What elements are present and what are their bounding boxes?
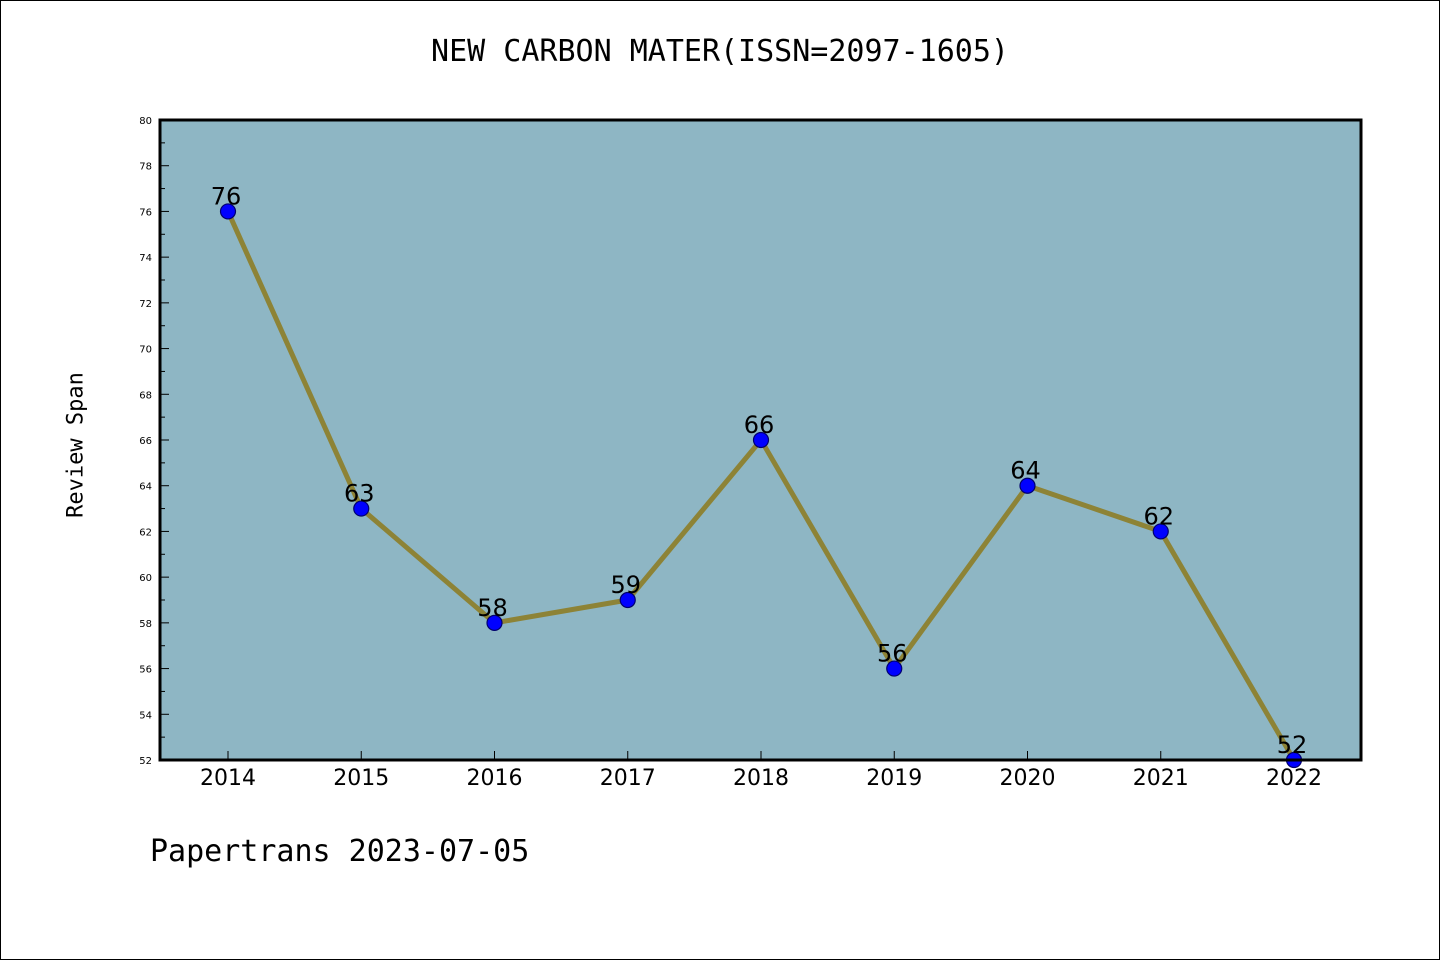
y-tick-label: 54 xyxy=(139,710,152,721)
plot-border xyxy=(158,118,1363,762)
data-point xyxy=(886,660,903,677)
y-tick-label: 78 xyxy=(139,162,152,173)
x-axis: 2014 2015 2016 2017 2018 2019 2020 2021 2022 xyxy=(200,751,1322,791)
data-label: 63 xyxy=(344,480,375,508)
data-point xyxy=(486,614,503,631)
data-point xyxy=(1019,477,1036,494)
x-tick-label: 2014 xyxy=(200,766,256,791)
data-label: 56 xyxy=(877,640,908,668)
data-point xyxy=(353,500,370,517)
data-point xyxy=(752,431,770,449)
x-tick-label: 2018 xyxy=(733,766,789,791)
y-tick-label: 60 xyxy=(139,573,152,584)
y-tick-label: 70 xyxy=(139,345,152,356)
y-tick-label: 72 xyxy=(139,299,152,310)
y-tick-label: 56 xyxy=(139,665,152,676)
data-label: 52 xyxy=(1277,731,1308,759)
y-tick-label: 68 xyxy=(139,390,152,401)
x-tick-label: 2015 xyxy=(333,766,389,791)
x-tick-label: 2020 xyxy=(1000,766,1056,791)
data-point xyxy=(1152,523,1169,540)
data-label: 62 xyxy=(1143,502,1174,530)
data-point xyxy=(219,203,237,220)
y-tick-label: 58 xyxy=(139,619,152,630)
y-tick-label: 62 xyxy=(139,527,152,538)
y-tick-label: 66 xyxy=(139,436,152,447)
data-label: 58 xyxy=(477,594,508,622)
x-tick-label: 2021 xyxy=(1133,766,1189,791)
x-tick-label: 2022 xyxy=(1266,766,1322,791)
data-label: 64 xyxy=(1010,457,1041,485)
series-markers xyxy=(219,203,1303,769)
footer-watermark: Papertrans 2023-07-05 xyxy=(150,834,530,869)
x-tick-label: 2016 xyxy=(467,766,523,791)
data-label: 76 xyxy=(211,182,242,210)
y-tick-label: 74 xyxy=(139,253,152,264)
y-tick-label: 64 xyxy=(139,482,152,493)
data-labels: 76 63 58 59 66 56 64 62 52 xyxy=(211,182,1308,759)
data-label: 59 xyxy=(610,571,641,599)
x-tick-label: 2019 xyxy=(866,766,922,791)
y-tick-label: 76 xyxy=(139,207,152,218)
data-point xyxy=(619,591,636,609)
y-tick-label: 80 xyxy=(139,116,152,127)
y-tick-label: 52 xyxy=(139,756,152,767)
data-label: 66 xyxy=(744,411,775,439)
chart-title: NEW CARBON MATER(ISSN=2097-1605) xyxy=(431,34,1009,69)
x-tick-label: 2017 xyxy=(600,766,656,791)
